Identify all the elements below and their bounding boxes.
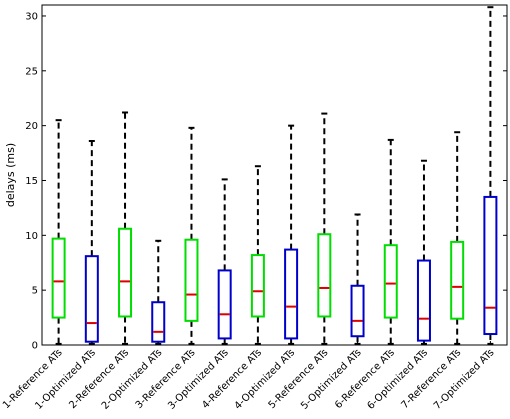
y-tick-label: 5	[32, 286, 38, 297]
y-tick-label: 0	[32, 341, 38, 352]
y-axis-title: delays (ms)	[4, 143, 17, 207]
x-tick-label: 7-Reference ATs	[399, 347, 463, 411]
x-tick-label: 5-Reference ATs	[267, 347, 331, 411]
box-optimized	[217, 269, 232, 340]
x-tick-label: 4-Optimized ATs	[233, 347, 298, 412]
x-tick-label: 2-Reference ATs	[67, 347, 131, 411]
x-tick-label: 1-Reference ATs	[1, 347, 65, 411]
x-tick-label: 3-Reference ATs	[134, 347, 198, 411]
y-tick-label: 20	[25, 121, 38, 132]
box-reference	[317, 233, 332, 318]
box-reference	[51, 237, 66, 319]
plot-frame	[41, 4, 508, 346]
box-reference	[383, 244, 398, 319]
y-tick-label: 15	[25, 176, 38, 187]
x-tick-label: 6-Reference ATs	[333, 347, 397, 411]
x-tick-label: 7-Optimized ATs	[432, 347, 497, 412]
x-tick-label: 4-Reference ATs	[200, 347, 264, 411]
y-tick-label: 10	[25, 231, 38, 242]
box-optimized	[350, 284, 365, 338]
box-reference	[250, 254, 265, 318]
x-tick-label: 3-Optimized ATs	[166, 347, 231, 412]
x-tick-label: 5-Optimized ATs	[299, 347, 364, 412]
box-optimized	[284, 248, 299, 340]
box-reference	[184, 238, 199, 322]
box-optimized	[416, 259, 431, 342]
box-optimized	[151, 301, 166, 343]
box-reference	[118, 227, 133, 318]
x-tick-label: 2-Optimized ATs	[100, 347, 165, 412]
x-tick-label: 1-Optimized ATs	[33, 347, 98, 412]
box-reference	[450, 240, 465, 320]
x-tick-label: 6-Optimized ATs	[365, 347, 430, 412]
y-tick-label: 30	[25, 11, 38, 22]
box-optimized	[84, 255, 99, 343]
box-optimized	[483, 195, 498, 336]
y-tick-label: 25	[25, 66, 38, 77]
